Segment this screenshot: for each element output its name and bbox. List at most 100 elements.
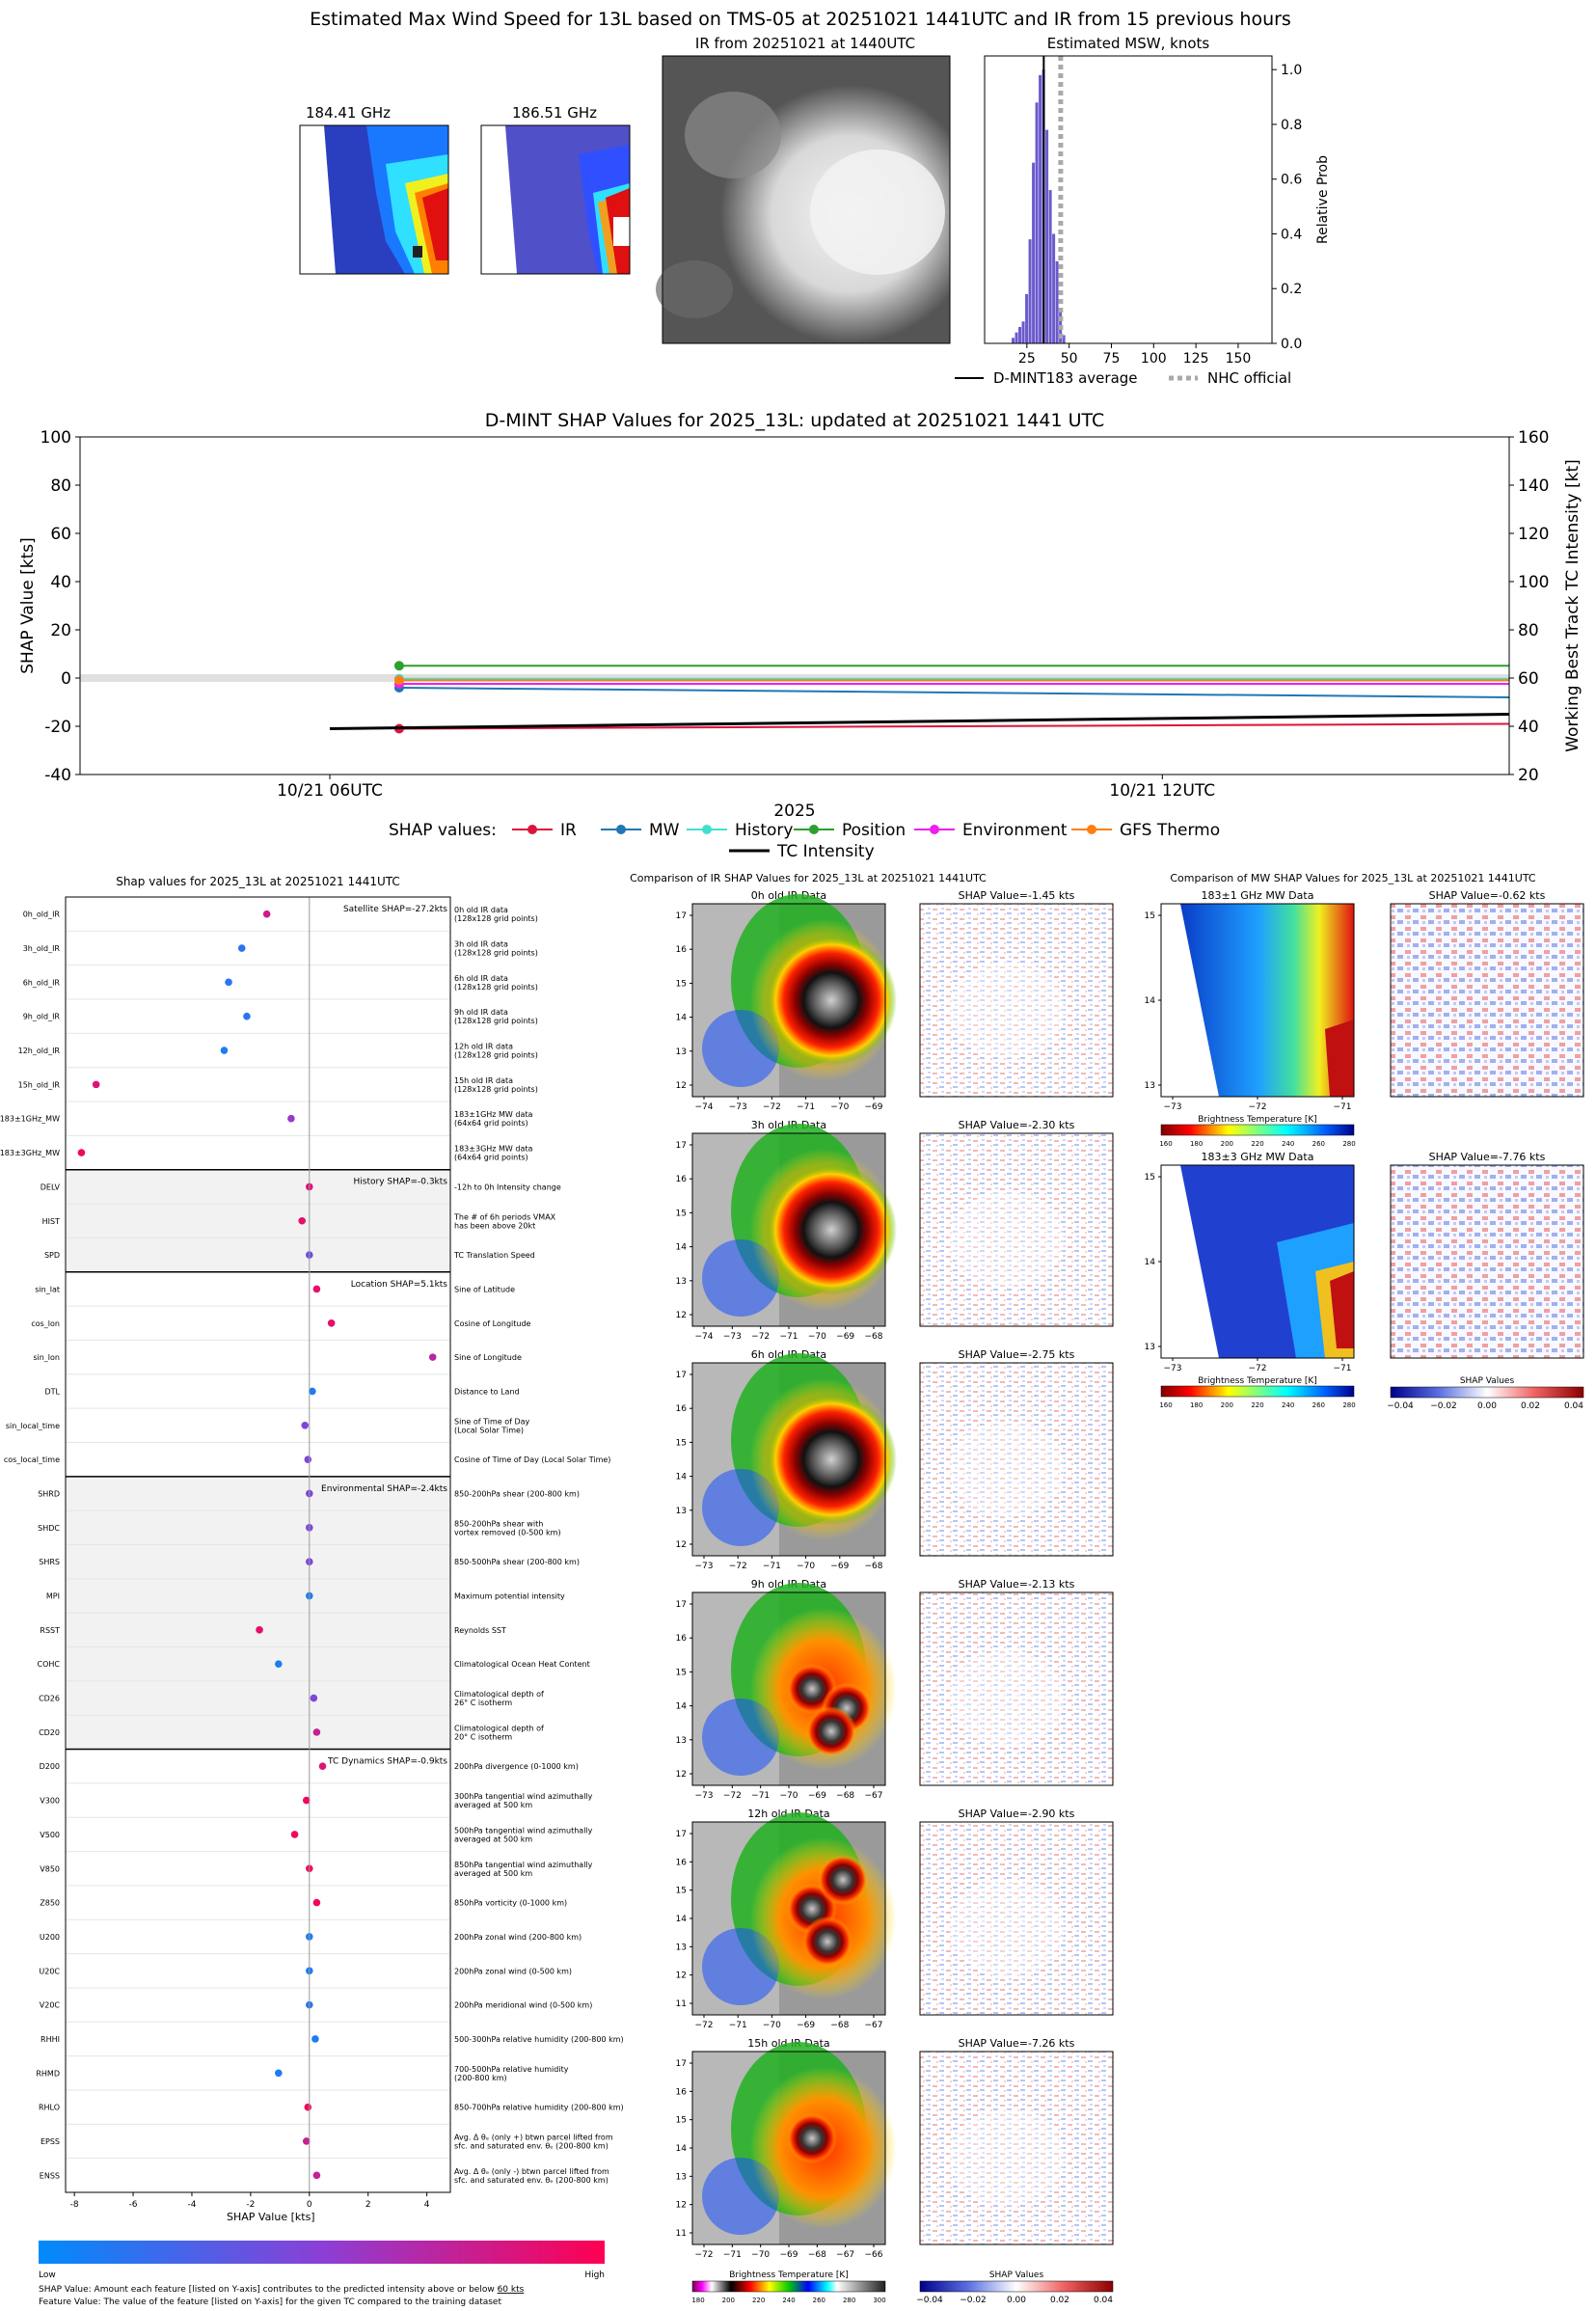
y-tick-label: 16 xyxy=(676,1404,688,1414)
y-tick-label: 17 xyxy=(676,1830,687,1839)
shap-colorbar xyxy=(919,2280,1114,2293)
x-tick-label: −70 xyxy=(763,2021,781,2030)
feature-shap-point xyxy=(290,1831,299,1838)
y-tick-label: 13 xyxy=(1145,1343,1155,1352)
x-tick-label: 25 xyxy=(1018,351,1036,367)
feature-description: Avg. Δ θₑ (only +) btwn parcel lifted fr… xyxy=(454,2133,613,2141)
ts-xlabel: 2025 xyxy=(773,802,815,821)
feature-description: sfc. and saturated env. θₑ (200-800 km) xyxy=(454,2141,609,2150)
legend-marker-history xyxy=(702,825,712,834)
mw-colorbar-tick: 260 xyxy=(1312,1401,1325,1409)
y-tick-label: 14 xyxy=(676,1243,688,1253)
legend-label-tc: TC Intensity xyxy=(776,842,875,861)
y-tick-label: 14 xyxy=(1145,1258,1156,1267)
histogram-bar xyxy=(1052,233,1056,343)
feature-name: RHLO xyxy=(39,2104,60,2112)
y-tick-label: 13 xyxy=(676,1507,687,1516)
shap-time-series: D-MINT SHAP Values for 2025_13L: updated… xyxy=(18,410,1582,861)
feature-description: (Local Solar Time) xyxy=(454,1426,524,1434)
ir-panel-title: IR from 20251021 at 1440UTC xyxy=(695,35,915,52)
feature-description: averaged at 500 km xyxy=(454,1801,532,1809)
feature-description: Climatological depth of xyxy=(454,1724,544,1732)
swarm-title: Shap values for 2025_13L at 20251021 144… xyxy=(116,875,400,888)
feature-description: (128x128 grid points) xyxy=(454,949,538,958)
ir-colorbar-tick: 300 xyxy=(873,2297,885,2304)
shap-colorbar-tick: 0.00 xyxy=(1007,2296,1026,2305)
y-tick-label: 0 xyxy=(61,669,71,689)
y-tick-label: 14 xyxy=(1145,996,1156,1006)
feature-name: CD20 xyxy=(39,1728,60,1737)
feature-description: 6h old IR data xyxy=(454,974,508,983)
feature-name: 183±1GHz_MW xyxy=(0,1115,60,1124)
mw-shap-map xyxy=(1391,1165,1583,1358)
legend-label-gfs: GFS Thermo xyxy=(1120,821,1220,840)
shap-feature-plot: Shap values for 2025_13L at 20251021 144… xyxy=(0,875,624,2223)
feature-shap-point xyxy=(256,1626,263,1634)
mw-shap-map xyxy=(1391,904,1583,1097)
x-tick-label: −72 xyxy=(763,1102,781,1112)
feature-description: TC Translation Speed xyxy=(453,1251,535,1260)
y-tick-label: 13 xyxy=(676,2172,687,2182)
histogram-bar xyxy=(1025,293,1029,343)
x-tick-label: −70 xyxy=(780,1791,798,1801)
feature-description: 183±1GHz MW data xyxy=(454,1110,532,1119)
feature-shap-point xyxy=(243,1012,251,1020)
x-tick-label: 150 xyxy=(1226,351,1252,367)
ts-ylabel: SHAP Value [kts] xyxy=(18,537,38,674)
y-tick-label: 11 xyxy=(676,2229,687,2239)
shap-map-center xyxy=(949,1650,1065,1747)
feature-description: Climatological depth of xyxy=(454,1690,544,1699)
mw-colorbar-tick: 160 xyxy=(1159,1140,1172,1148)
feature-value-colorbar: Low High xyxy=(39,2241,605,2280)
ir-colorbar xyxy=(691,2280,886,2293)
feature-description: (128x128 grid points) xyxy=(454,1017,538,1025)
mw-shap-colorbar-tick: 0.00 xyxy=(1477,1401,1497,1411)
histogram-frame xyxy=(984,55,1273,344)
ir-storm-cell xyxy=(802,1917,852,1967)
mw-colorbar-tick: 280 xyxy=(1342,1140,1355,1148)
feature-name: V300 xyxy=(40,1797,60,1806)
ir-shap-map xyxy=(920,904,1113,1097)
y-tick-label: 15 xyxy=(1145,911,1155,921)
y-tick-label: 1.0 xyxy=(1281,63,1302,78)
series-point-gfs xyxy=(393,675,404,686)
y-tick-label: 12 xyxy=(676,1770,687,1780)
ir-colorbar-label: Brightness Temperature [K] xyxy=(729,2270,849,2280)
feature-description: averaged at 500 km xyxy=(454,1869,532,1878)
legend-marker-position xyxy=(809,825,819,834)
y2-tick-label: 160 xyxy=(1518,428,1549,448)
x-tick-label: −74 xyxy=(695,1102,714,1112)
feature-shap-point xyxy=(302,2137,311,2145)
feature-shap-point xyxy=(309,1387,316,1396)
swarm-xlabel: SHAP Value [kts] xyxy=(227,2211,315,2223)
feature-description: (128x128 grid points) xyxy=(454,914,538,923)
mw-comparison: Comparison of MW SHAP Values for 2025_13… xyxy=(1145,872,1584,1411)
footnote-line-2: Feature Value: The value of the feature … xyxy=(39,2297,501,2307)
ir-storm-core xyxy=(766,1164,897,1295)
y-tick-label: 16 xyxy=(676,2087,688,2097)
feature-shap-point xyxy=(298,1216,306,1225)
feature-description: -12h to 0h Intensity change xyxy=(454,1183,561,1191)
mw-data-title: 183±1 GHz MW Data xyxy=(1202,889,1314,902)
mw-swath xyxy=(1180,904,1354,1097)
feature-description: (64x64 grid points) xyxy=(454,1119,528,1128)
x-tick-label: −68 xyxy=(830,2021,849,2030)
feature-name: Z850 xyxy=(40,1899,60,1908)
mw-shap-colorbar xyxy=(1390,1386,1584,1399)
y-tick-label: 14 xyxy=(676,1915,688,1924)
x-tick-label: −69 xyxy=(797,2021,815,2030)
mw-swath-hot xyxy=(1330,1271,1354,1348)
feature-name: U20C xyxy=(39,1967,60,1975)
histogram-bar xyxy=(1032,162,1036,343)
y-tick-label: 12 xyxy=(676,2201,687,2211)
y-tick-label: 12 xyxy=(676,1311,687,1320)
legend-marker-environment xyxy=(930,825,939,834)
x-tick-label: −68 xyxy=(836,1791,854,1801)
group-label: Satellite SHAP=-27.2kts xyxy=(343,905,447,914)
y-tick-label: 13 xyxy=(676,1047,687,1057)
feature-shap-point xyxy=(327,1319,336,1327)
ir-storm-cell xyxy=(806,1706,856,1756)
x-tick-label: −72 xyxy=(695,2021,714,2030)
y-tick-label: 17 xyxy=(676,1600,687,1610)
ir-shap-title: SHAP Value=-2.75 kts xyxy=(959,1348,1075,1361)
